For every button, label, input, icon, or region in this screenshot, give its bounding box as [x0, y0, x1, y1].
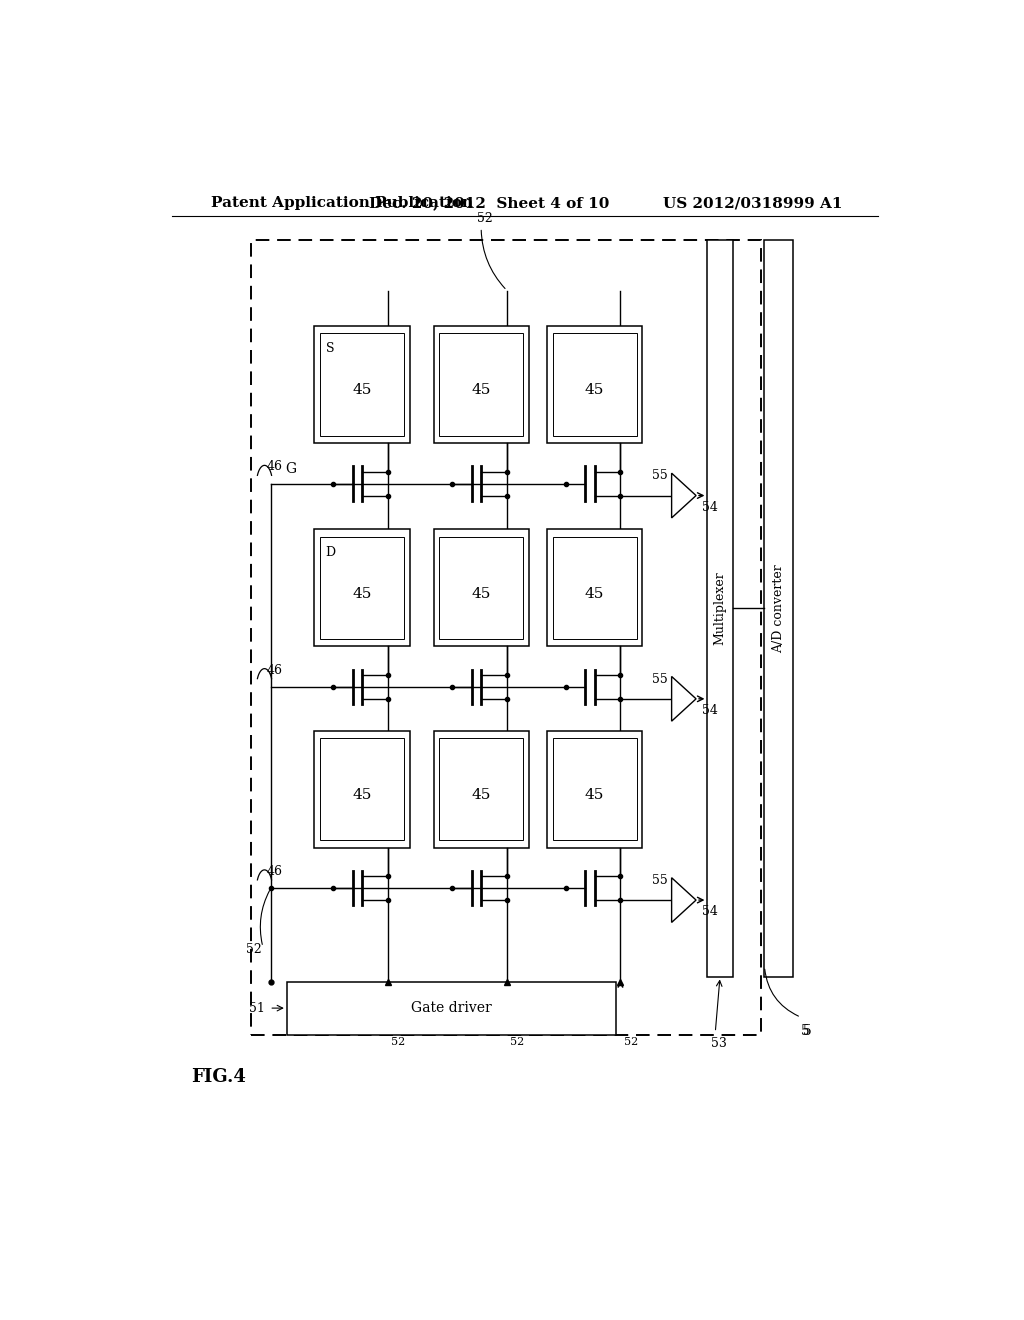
Bar: [321, 536, 404, 639]
Text: 45: 45: [585, 788, 604, 803]
Bar: [321, 738, 404, 841]
Polygon shape: [672, 676, 696, 721]
Bar: [314, 731, 410, 847]
Text: 52: 52: [510, 1036, 524, 1047]
Text: Dec. 20, 2012  Sheet 4 of 10: Dec. 20, 2012 Sheet 4 of 10: [369, 195, 609, 210]
Bar: [314, 326, 410, 444]
Text: FIG.4: FIG.4: [191, 1068, 247, 1086]
Text: Patent Application Publication: Patent Application Publication: [211, 195, 473, 210]
Bar: [708, 240, 733, 977]
Text: 45: 45: [585, 383, 604, 397]
Bar: [321, 333, 404, 436]
Text: 46: 46: [266, 461, 283, 474]
Text: 54: 54: [702, 704, 718, 717]
Text: 45: 45: [352, 586, 372, 601]
Bar: [547, 529, 642, 647]
Text: 45: 45: [471, 383, 490, 397]
Bar: [439, 738, 523, 841]
Text: Gate driver: Gate driver: [411, 1001, 492, 1015]
Text: 54: 54: [702, 906, 718, 919]
Text: US 2012/0318999 A1: US 2012/0318999 A1: [663, 195, 842, 210]
Text: S: S: [326, 342, 334, 355]
Text: 52: 52: [391, 1036, 406, 1047]
Bar: [439, 536, 523, 639]
Bar: [439, 333, 523, 436]
Text: 46: 46: [266, 865, 283, 878]
Bar: [553, 333, 637, 436]
Bar: [553, 738, 637, 841]
Text: 53: 53: [712, 1036, 727, 1049]
Text: Multiplexer: Multiplexer: [714, 572, 726, 645]
Text: 52: 52: [624, 1036, 638, 1047]
Text: 54: 54: [702, 500, 718, 513]
Bar: [314, 529, 410, 647]
Text: 55: 55: [652, 673, 668, 685]
Text: G: G: [285, 462, 296, 475]
Text: 45: 45: [471, 788, 490, 803]
Text: 55: 55: [652, 874, 668, 887]
Bar: [553, 536, 637, 639]
Polygon shape: [672, 878, 696, 923]
Polygon shape: [672, 473, 696, 517]
Bar: [251, 240, 761, 1035]
Text: 45: 45: [352, 383, 372, 397]
Text: 55: 55: [652, 470, 668, 482]
Text: 46: 46: [266, 664, 283, 677]
Text: 45: 45: [471, 586, 490, 601]
Bar: [765, 240, 793, 977]
Text: D: D: [326, 545, 336, 558]
Bar: [433, 326, 528, 444]
Text: 45: 45: [352, 788, 372, 803]
Text: 45: 45: [585, 586, 604, 601]
Bar: [547, 731, 642, 847]
Bar: [433, 529, 528, 647]
Text: 52: 52: [246, 942, 261, 956]
Text: 5: 5: [804, 1024, 812, 1039]
Text: 51: 51: [249, 1002, 264, 1015]
Bar: [547, 326, 642, 444]
Text: 52: 52: [477, 213, 493, 226]
Bar: [287, 982, 616, 1035]
Text: 5: 5: [801, 1024, 810, 1039]
Text: A/D converter: A/D converter: [772, 564, 785, 652]
Bar: [433, 731, 528, 847]
